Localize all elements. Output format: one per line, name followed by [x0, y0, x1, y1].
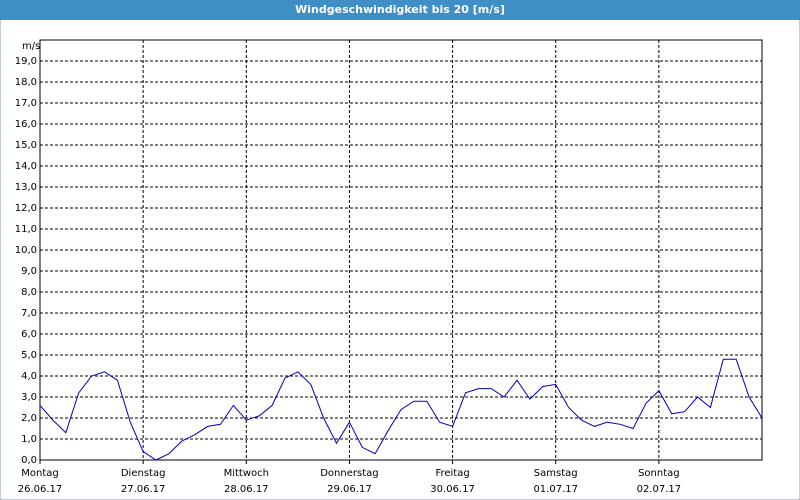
y-tick-label: 17,0 — [15, 98, 37, 109]
x-tick-label: Donnerstag — [320, 468, 378, 479]
x-tick-date: 02.07.17 — [637, 484, 682, 495]
x-tick-label: Montag — [21, 468, 58, 479]
y-tick-label: 13,0 — [15, 182, 37, 193]
y-tick-label: 7,0 — [21, 308, 37, 319]
x-tick-label: Samstag — [534, 468, 578, 479]
title-bar — [0, 0, 800, 20]
x-tick-label: Freitag — [435, 468, 469, 479]
x-tick-date: 26.06.17 — [18, 484, 63, 495]
y-tick-label: 15,0 — [15, 140, 37, 151]
y-tick-label: 8,0 — [21, 287, 37, 298]
y-tick-label: 2,0 — [21, 413, 37, 424]
y-tick-label: 19,0 — [15, 56, 37, 67]
y-tick-label: 10,0 — [15, 245, 37, 256]
y-tick-label: 5,0 — [21, 350, 37, 361]
y-tick-label: 6,0 — [21, 329, 37, 340]
y-unit: m/s — [22, 41, 40, 52]
y-tick-label: 18,0 — [15, 77, 37, 88]
x-tick-date: 01.07.17 — [533, 484, 578, 495]
wind-line — [39, 358, 763, 461]
y-tick-label: 1,0 — [21, 434, 37, 445]
y-tick-label: 0,0 — [21, 455, 37, 466]
x-tick-label: Dienstag — [121, 468, 166, 479]
chart-title: Windgeschwindigkeit bis 20 [m/s] — [295, 3, 505, 16]
y-tick-label: 3,0 — [21, 392, 37, 403]
x-tick-label: Mittwoch — [224, 468, 269, 479]
y-tick-label: 11,0 — [15, 224, 37, 235]
y-tick-label: 14,0 — [15, 161, 37, 172]
y-tick-label: 9,0 — [21, 266, 37, 277]
x-tick-date: 29.06.17 — [327, 484, 372, 495]
y-tick-label: 12,0 — [15, 203, 37, 214]
x-tick-label: Sonntag — [638, 468, 680, 479]
y-tick-label: 4,0 — [21, 371, 37, 382]
y-tick-label: 16,0 — [15, 119, 37, 130]
x-tick-date: 27.06.17 — [121, 484, 166, 495]
x-tick-date: 30.06.17 — [430, 484, 475, 495]
x-tick-date: 28.06.17 — [224, 484, 269, 495]
